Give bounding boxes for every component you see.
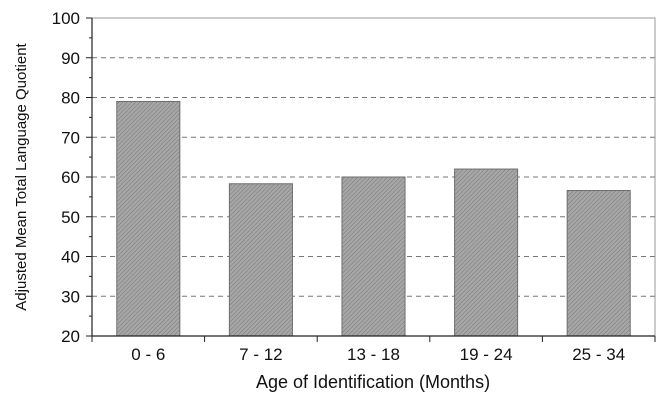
x-tick-label: 19 - 24 [460,345,513,364]
bar [566,190,631,337]
y-tick-label: 90 [61,49,80,68]
y-tick-label: 50 [61,208,80,227]
y-tick-label: 40 [61,248,80,267]
y-tick-label: 30 [61,287,80,306]
bars-group [116,100,631,337]
x-tick-label: 7 - 12 [239,345,282,364]
bar [116,100,181,337]
y-tick-label: 100 [52,9,80,28]
y-axis-ticks: 20 30 40 50 60 70 80 90 100 [52,9,92,346]
bar [228,183,293,337]
y-tick-label: 60 [61,168,80,187]
x-tick-label: 0 - 6 [131,345,165,364]
y-axis-title: Adjusted Mean Total Language Quotient [13,42,30,310]
y-tick-label: 20 [61,327,80,346]
x-tick-label: 25 - 34 [572,345,625,364]
bar [341,176,406,337]
x-axis-ticks: 0 - 6 7 - 12 13 - 18 19 - 24 25 - 34 [91,336,656,364]
x-axis-title: Age of Identification (Months) [256,372,490,392]
gridlines [92,57,655,297]
y-tick-label: 70 [61,128,80,147]
bar [454,168,519,337]
x-tick-label: 13 - 18 [347,345,400,364]
y-tick-label: 80 [61,89,80,108]
